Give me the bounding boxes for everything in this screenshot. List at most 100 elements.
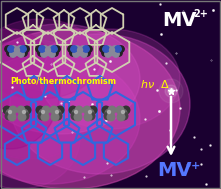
Text: MV: MV bbox=[157, 161, 192, 180]
Circle shape bbox=[49, 51, 55, 57]
Circle shape bbox=[116, 106, 124, 114]
Circle shape bbox=[115, 46, 121, 52]
Circle shape bbox=[118, 46, 124, 52]
Circle shape bbox=[39, 48, 45, 54]
Circle shape bbox=[117, 113, 125, 121]
Circle shape bbox=[78, 47, 82, 53]
Circle shape bbox=[5, 46, 11, 52]
Circle shape bbox=[46, 50, 51, 56]
Ellipse shape bbox=[0, 29, 60, 149]
Circle shape bbox=[103, 48, 109, 54]
Circle shape bbox=[100, 46, 106, 52]
Circle shape bbox=[51, 48, 57, 54]
Circle shape bbox=[56, 106, 64, 114]
Circle shape bbox=[42, 46, 48, 52]
Circle shape bbox=[70, 50, 76, 56]
Circle shape bbox=[39, 46, 45, 52]
Circle shape bbox=[87, 112, 95, 120]
Circle shape bbox=[105, 109, 113, 117]
Circle shape bbox=[120, 112, 128, 120]
Circle shape bbox=[103, 46, 109, 52]
Circle shape bbox=[15, 47, 19, 53]
Circle shape bbox=[8, 46, 14, 52]
Circle shape bbox=[68, 46, 74, 52]
Circle shape bbox=[105, 51, 111, 57]
Text: $\Delta$: $\Delta$ bbox=[160, 78, 170, 90]
Circle shape bbox=[83, 46, 89, 52]
Circle shape bbox=[83, 48, 89, 54]
Circle shape bbox=[168, 88, 174, 94]
Ellipse shape bbox=[40, 29, 180, 129]
Circle shape bbox=[71, 112, 79, 120]
Circle shape bbox=[18, 51, 24, 57]
Circle shape bbox=[42, 111, 44, 114]
Circle shape bbox=[86, 109, 94, 117]
Circle shape bbox=[8, 111, 11, 114]
Circle shape bbox=[48, 46, 54, 52]
Circle shape bbox=[55, 111, 59, 114]
Circle shape bbox=[69, 106, 77, 114]
Circle shape bbox=[102, 50, 108, 56]
Circle shape bbox=[71, 48, 77, 54]
Circle shape bbox=[23, 111, 25, 114]
Circle shape bbox=[21, 50, 27, 56]
Circle shape bbox=[41, 113, 49, 121]
Circle shape bbox=[15, 50, 19, 56]
Circle shape bbox=[10, 51, 16, 57]
Circle shape bbox=[102, 106, 110, 114]
Circle shape bbox=[81, 51, 87, 57]
Circle shape bbox=[72, 109, 80, 117]
Circle shape bbox=[20, 109, 28, 117]
Ellipse shape bbox=[0, 89, 80, 189]
Circle shape bbox=[18, 113, 26, 121]
Circle shape bbox=[54, 112, 62, 120]
Circle shape bbox=[89, 106, 97, 114]
Circle shape bbox=[113, 51, 119, 57]
Circle shape bbox=[17, 46, 23, 52]
Circle shape bbox=[52, 50, 58, 56]
Text: $h\nu$: $h\nu$ bbox=[140, 78, 155, 90]
Text: Photo/thermochromism: Photo/thermochromism bbox=[10, 77, 116, 85]
Circle shape bbox=[109, 50, 114, 56]
Circle shape bbox=[86, 46, 92, 52]
Ellipse shape bbox=[0, 24, 140, 134]
Circle shape bbox=[23, 106, 31, 114]
Circle shape bbox=[42, 106, 50, 114]
Circle shape bbox=[8, 48, 14, 54]
Circle shape bbox=[46, 47, 51, 53]
Circle shape bbox=[5, 112, 13, 120]
Circle shape bbox=[116, 50, 122, 56]
Circle shape bbox=[106, 46, 112, 52]
Ellipse shape bbox=[10, 34, 190, 174]
Circle shape bbox=[20, 48, 26, 54]
Circle shape bbox=[8, 113, 16, 121]
Ellipse shape bbox=[0, 19, 100, 99]
Circle shape bbox=[83, 106, 91, 114]
Circle shape bbox=[38, 112, 46, 120]
Circle shape bbox=[3, 106, 11, 114]
Circle shape bbox=[41, 51, 47, 57]
Circle shape bbox=[36, 106, 44, 114]
Circle shape bbox=[112, 46, 118, 52]
Circle shape bbox=[84, 50, 90, 56]
Circle shape bbox=[109, 47, 114, 53]
Circle shape bbox=[50, 106, 58, 114]
Ellipse shape bbox=[0, 39, 100, 159]
Circle shape bbox=[84, 113, 92, 121]
Circle shape bbox=[74, 111, 78, 114]
Ellipse shape bbox=[0, 54, 140, 184]
Circle shape bbox=[75, 106, 83, 114]
Circle shape bbox=[107, 111, 110, 114]
Circle shape bbox=[108, 106, 116, 114]
Text: MV: MV bbox=[162, 12, 196, 30]
Circle shape bbox=[159, 79, 183, 103]
Circle shape bbox=[17, 106, 25, 114]
Circle shape bbox=[39, 109, 47, 117]
Circle shape bbox=[115, 48, 121, 54]
Circle shape bbox=[88, 111, 91, 114]
Text: 2+: 2+ bbox=[193, 9, 208, 19]
Text: •+: •+ bbox=[184, 161, 200, 171]
Circle shape bbox=[20, 46, 26, 52]
Circle shape bbox=[51, 113, 59, 121]
Circle shape bbox=[122, 111, 124, 114]
